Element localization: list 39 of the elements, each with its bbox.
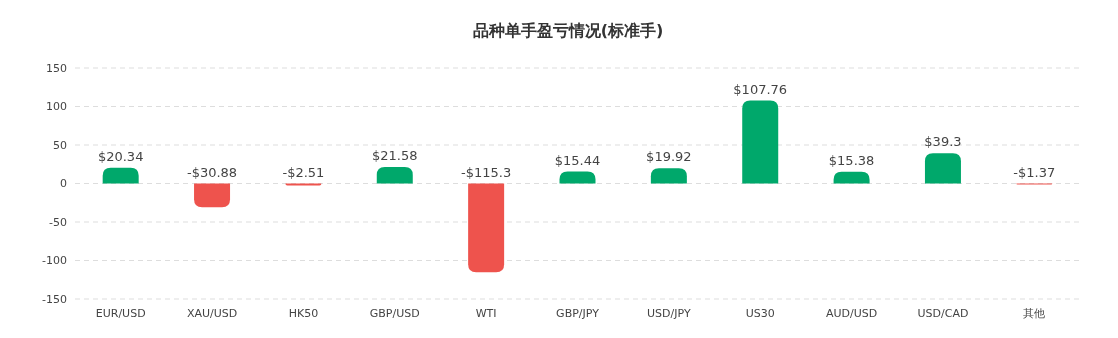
data-label: $39.3 [924,134,962,150]
y-tick-label: -50 [49,215,67,229]
x-tick-label: USD/CAD [917,307,969,320]
data-label: $21.58 [372,147,418,163]
y-tick-label: -100 [42,254,67,268]
y-tick-label: 0 [60,177,67,191]
bar [833,171,870,184]
x-tick-label: HK50 [288,307,319,320]
bar [650,168,687,184]
x-tick-label: US30 [745,307,775,320]
bar [559,171,596,184]
x-tick-label: XAU/USD [186,307,238,320]
bar [468,183,505,273]
bar [102,167,139,184]
x-tick-label: GBP/JPY [556,307,600,320]
bar [376,166,413,184]
data-label: $20.34 [97,148,144,164]
bar [924,153,961,184]
x-tick-label: USD/JPY [647,307,691,320]
x-tick-label: 其他 [1023,307,1046,320]
data-label: $15.44 [554,152,601,168]
x-tick-label: EUR/USD [95,307,146,320]
y-tick-label: -150 [42,292,67,306]
y-tick-label: 150 [46,61,67,75]
data-label: $107.76 [733,81,788,97]
bar [742,100,779,184]
data-label: -$115.3 [461,164,512,180]
y-tick-label: 50 [53,138,67,152]
data-label: $19.92 [646,149,692,165]
data-label: -$30.88 [186,164,238,180]
bar [194,183,231,208]
data-label: -$1.37 [1013,164,1056,180]
data-label: $15.38 [828,152,875,168]
chart-title: 品种单手盈亏情况(标准手) [472,21,664,40]
x-tick-label: GBP/USD [369,307,420,320]
y-tick-label: 100 [46,100,67,114]
x-tick-label: AUD/USD [825,307,878,320]
data-label: -$2.51 [282,164,325,180]
x-tick-label: WTI [475,307,497,320]
